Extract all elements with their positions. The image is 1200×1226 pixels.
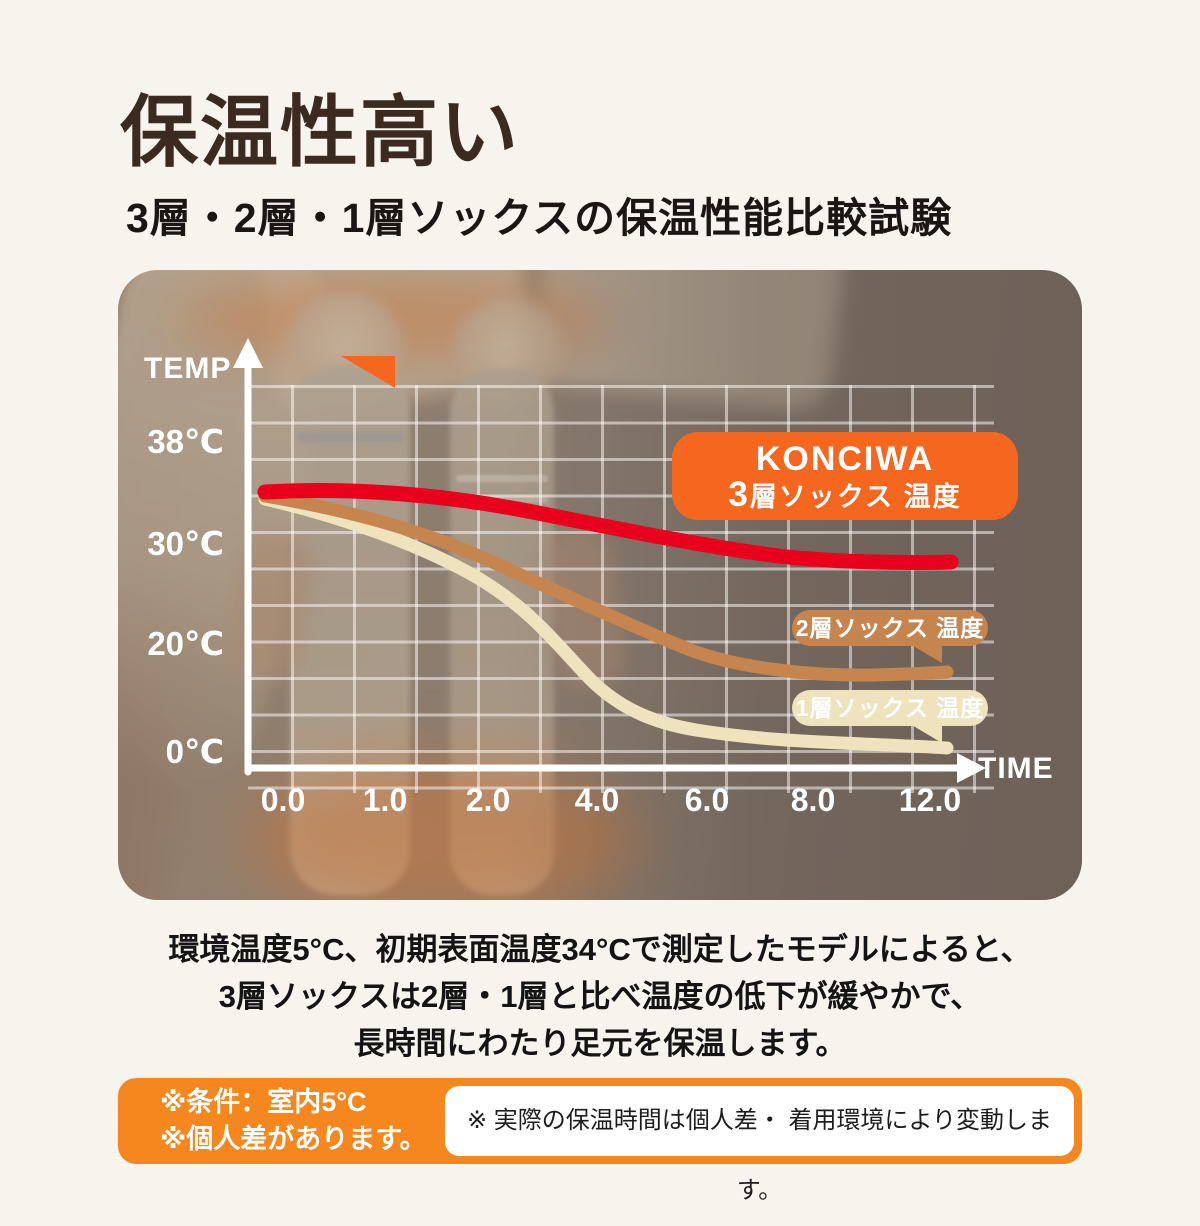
footer-note-box: ※ 実際の保温時間は個人差・ 着用環境により変動します。	[445, 1086, 1074, 1204]
x-tick-2: 2.0	[465, 782, 511, 818]
bubble-tail-2layer	[910, 644, 942, 663]
footer-condition-box: ※条件：室内5°C ※個人差があります。 ※ 実際の保温時間は個人差・ 着用環境…	[118, 1078, 1082, 1204]
chart-panel: TEMP TIME 38℃ 30℃ 20℃ 0℃ 0.0 1.0 2.0 4.0…	[118, 270, 1082, 900]
page-title: 保温性高い	[120, 88, 521, 176]
y-tick-20: 20℃	[147, 625, 224, 662]
description-line-1: 環境温度5°C、初期表面温度34°Cで測定したモデルによると、	[168, 932, 1032, 967]
description-paragraph: 環境温度5°C、初期表面温度34°Cで測定したモデルによると、 3層ソックスは2…	[0, 926, 1200, 1067]
legend-3-number: 3	[728, 475, 750, 514]
bubble-tail-1layer	[910, 724, 942, 743]
legend-bubble-2layer: 2層ソックス 温度	[792, 610, 988, 646]
page-subtitle: 3層・2層・1層ソックスの保温性能比較試験	[126, 195, 953, 241]
y-tick-30: 30℃	[147, 525, 224, 562]
description-line-2: 3層ソックスは2層・1層と比べ温度の低下が緩やかで、	[218, 979, 982, 1014]
footer-note-text: ※ 実際の保温時間は個人差・ 着用環境により変動します。	[467, 1107, 1052, 1204]
y-axis-title: TEMP	[144, 352, 232, 385]
series-line-2layer	[258, 489, 954, 682]
chart-svg	[233, 338, 986, 783]
footer-condition-line-2: ※個人差があります。	[160, 1124, 427, 1154]
legend-bubble-1layer: 1層ソックス 温度	[792, 690, 988, 726]
y-tick-0: 0℃	[165, 733, 224, 770]
x-tick-1: 1.0	[362, 782, 408, 818]
y-axis-arrow-icon	[233, 338, 263, 368]
x-tick-4: 4.0	[574, 782, 620, 818]
x-tick-8: 8.0	[790, 782, 836, 818]
x-axis-title: TIME	[978, 752, 1054, 785]
x-tick-0: 0.0	[260, 782, 306, 818]
legend-label-3layer: 3層ソックス 温度	[672, 475, 1018, 514]
x-tick-12: 12.0	[898, 782, 962, 818]
x-tick-6: 6.0	[684, 782, 730, 818]
series-line-3layer	[257, 483, 959, 570]
bubble-tail-3layer	[341, 356, 395, 388]
legend-bubble-3layer: KONCIWA 3層ソックス 温度	[672, 432, 1018, 520]
x-axis-arrow-icon	[957, 753, 986, 783]
brand-logo: KONCIWA	[755, 440, 935, 478]
footer-condition-text: ※条件：室内5°C ※個人差があります。	[160, 1084, 427, 1158]
description-line-3: 長時間にわたり足元を保温します。	[353, 1026, 847, 1061]
series-line-1layer	[258, 492, 954, 755]
footer-condition-line-1: ※条件：室内5°C	[160, 1087, 367, 1117]
legend-3-text: 層ソックス 温度	[749, 482, 962, 512]
y-tick-38: 38℃	[147, 423, 224, 460]
ad-canvas: 保温性高い 3層・2層・1層ソックスの保温性能比較試験	[0, 88, 1200, 1204]
